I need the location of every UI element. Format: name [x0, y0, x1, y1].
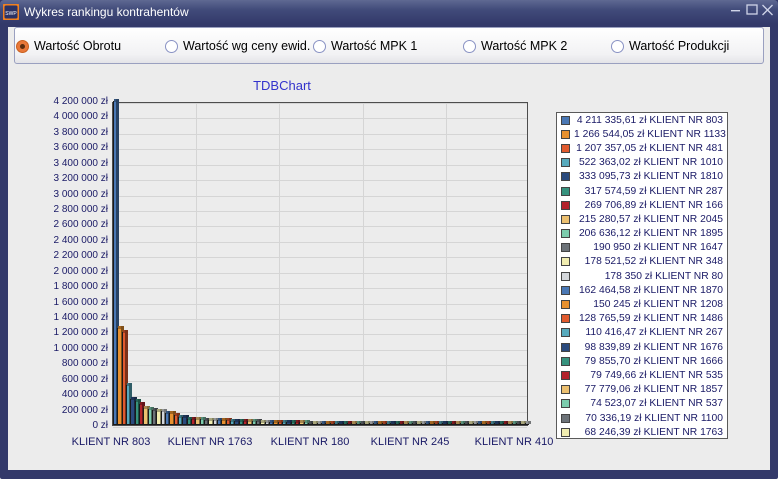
- svg-text:SWP: SWP: [5, 11, 17, 17]
